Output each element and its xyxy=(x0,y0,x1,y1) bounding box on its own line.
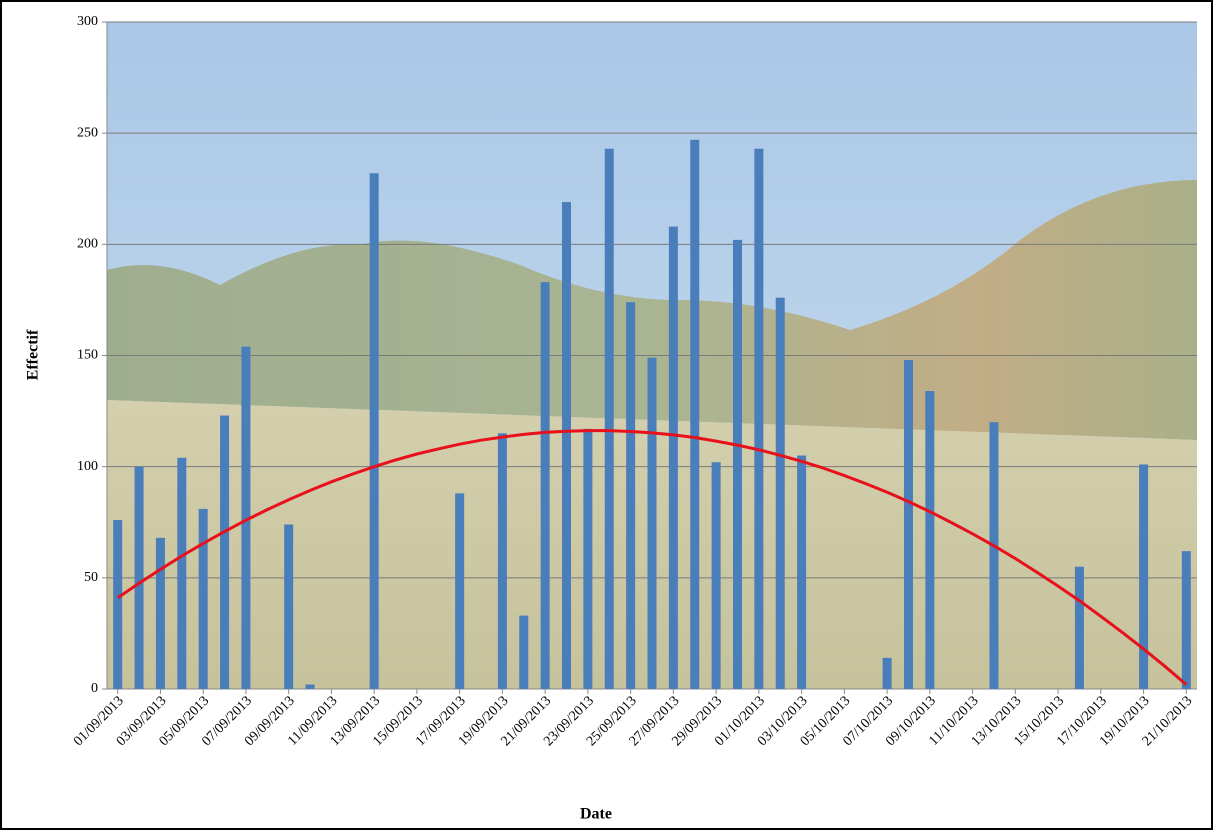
bar xyxy=(155,537,165,689)
bar xyxy=(797,455,807,689)
bar xyxy=(113,520,123,689)
bar xyxy=(1074,566,1084,689)
bar xyxy=(647,357,657,689)
y-axis-title: Effectif xyxy=(25,329,42,380)
bar xyxy=(711,462,721,689)
bar xyxy=(754,148,764,690)
bar xyxy=(732,239,742,690)
trend-line xyxy=(116,429,1188,686)
bar xyxy=(177,457,187,689)
y-tick-label: 150 xyxy=(77,348,98,363)
bar xyxy=(1181,551,1191,689)
bar xyxy=(626,302,636,689)
bar xyxy=(583,428,593,689)
bar xyxy=(925,391,935,689)
bar xyxy=(241,346,251,689)
bar xyxy=(305,684,315,689)
bar xyxy=(369,173,379,690)
y-tick-label: 200 xyxy=(77,237,98,252)
bar xyxy=(198,508,208,689)
y-tick-label: 250 xyxy=(77,125,98,140)
bar xyxy=(220,415,230,689)
bar xyxy=(540,282,550,689)
bar xyxy=(134,466,144,689)
y-tick-label: 0 xyxy=(91,681,98,696)
y-tick-label: 100 xyxy=(77,459,98,474)
bar xyxy=(455,493,465,689)
bar xyxy=(497,433,507,689)
bar xyxy=(775,297,785,689)
bar xyxy=(519,615,529,689)
bar xyxy=(903,359,913,689)
bar xyxy=(562,202,572,689)
y-tick-label: 300 xyxy=(77,14,98,29)
x-axis-title: Date xyxy=(580,806,612,823)
bar xyxy=(690,139,700,689)
y-tick-label: 50 xyxy=(84,570,98,585)
bar xyxy=(668,226,678,689)
background-trees xyxy=(107,180,1197,440)
bar xyxy=(989,422,999,689)
bar xyxy=(284,524,294,689)
bar xyxy=(882,657,892,689)
bar xyxy=(604,148,614,690)
bar xyxy=(1139,464,1149,689)
